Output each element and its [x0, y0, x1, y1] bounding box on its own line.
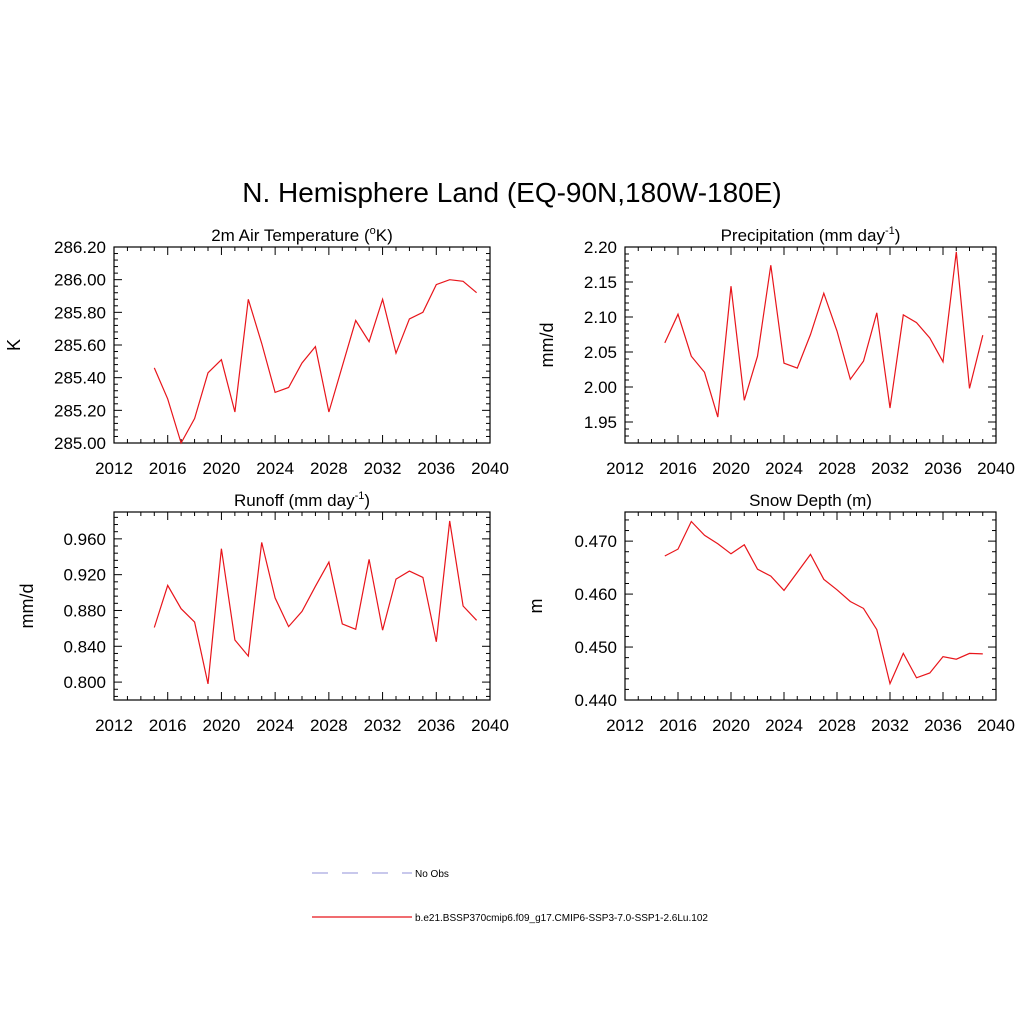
x-tick-label: 2028	[310, 459, 348, 478]
y-tick-label: 285.80	[54, 303, 106, 322]
series-line-snow-depth	[664, 520, 983, 686]
x-tick-label: 2020	[203, 459, 241, 478]
x-tick-label: 2016	[149, 716, 187, 735]
plot-frame	[113, 246, 491, 444]
series-line-runoff	[153, 520, 478, 685]
x-tick-label: 2040	[471, 459, 509, 478]
y-tick-label: 286.00	[54, 271, 106, 290]
x-tick-label: 2028	[310, 716, 348, 735]
plot-frame	[113, 511, 491, 701]
x-tick-label: 2024	[256, 459, 294, 478]
y-axis-label: K	[4, 339, 24, 351]
subplot-title: Runoff (mm day-1)	[234, 490, 370, 510]
x-tick-label: 2012	[606, 459, 644, 478]
y-tick-label: 286.20	[54, 238, 106, 257]
legend-label-no-obs: No Obs	[415, 869, 449, 880]
series-line-air-temperature	[153, 279, 477, 445]
y-tick-label: 0.460	[574, 585, 617, 604]
y-tick-label: 0.440	[574, 691, 617, 710]
y-tick-label: 2.00	[584, 378, 617, 397]
x-tick-label: 2024	[765, 716, 803, 735]
y-tick-label: 285.20	[54, 401, 106, 420]
x-tick-label: 2036	[924, 459, 962, 478]
x-tick-label: 2032	[871, 716, 909, 735]
x-tick-label: 2036	[417, 459, 455, 478]
x-tick-label: 2032	[364, 459, 402, 478]
y-tick-label: 285.60	[54, 336, 106, 355]
y-axis-label: mm/d	[17, 584, 37, 629]
x-tick-label: 2024	[765, 459, 803, 478]
y-tick-label: 0.960	[63, 530, 106, 549]
y-tick-label: 2.05	[584, 343, 617, 362]
x-tick-label: 2020	[203, 716, 241, 735]
y-tick-label: 0.470	[574, 532, 617, 551]
x-tick-label: 2036	[417, 716, 455, 735]
y-tick-label: 0.800	[63, 673, 106, 692]
y-tick-label: 0.880	[63, 601, 106, 620]
x-tick-label: 2020	[712, 459, 750, 478]
plot-frame	[624, 511, 997, 701]
x-tick-label: 2036	[924, 716, 962, 735]
x-tick-label: 2016	[659, 459, 697, 478]
y-tick-label: 0.920	[63, 566, 106, 585]
x-tick-label: 2016	[149, 459, 187, 478]
x-tick-label: 2032	[364, 716, 402, 735]
y-axis-label: m	[526, 599, 546, 614]
x-tick-label: 2032	[871, 459, 909, 478]
x-tick-label: 2040	[977, 459, 1015, 478]
x-tick-label: 2020	[712, 716, 750, 735]
legend-label-model: b.e21.BSSP370cmip6.f09_g17.CMIP6-SSP3-7.…	[415, 913, 708, 924]
x-tick-label: 2040	[471, 716, 509, 735]
y-tick-label: 285.00	[54, 434, 106, 453]
y-tick-label: 2.10	[584, 308, 617, 327]
y-tick-label: 0.450	[574, 638, 617, 657]
y-tick-label: 285.40	[54, 369, 106, 388]
x-tick-label: 2028	[818, 716, 856, 735]
plot-frame	[624, 246, 997, 444]
x-tick-label: 2012	[95, 459, 133, 478]
x-tick-label: 2012	[606, 716, 644, 735]
y-tick-label: 0.840	[63, 637, 106, 656]
panel-precipitation: 2012 2016 2020 2024 2028 2032 2036 2040 1.95 2.00…	[537, 225, 1015, 478]
panel-air-temperature: 2012 2016 2020 2024 2028 2032 2036 2040 285.00 28…	[4, 225, 509, 478]
y-tick-label: 2.20	[584, 238, 617, 257]
y-tick-label: 1.95	[584, 413, 617, 432]
chart-panels: 2012 2016 2020 2024 2028 2032 2036 2040 285.00 28…	[4, 225, 1015, 735]
x-tick-label: 2016	[659, 716, 697, 735]
subplot-title: Precipitation (mm day-1)	[721, 225, 901, 245]
legend: No Obs b.e21.BSSP370cmip6.f09_g17.CMIP6-…	[312, 869, 708, 924]
series-line-precipitation	[664, 251, 984, 418]
x-tick-label: 2024	[256, 716, 294, 735]
subplot-title: Snow Depth (m)	[749, 491, 872, 510]
subplot-title: 2m Air Temperature (oK)	[211, 225, 393, 245]
x-tick-label: 2040	[977, 716, 1015, 735]
panel-snow-depth: 2012 2016 2020 2024 2028 2032 2036 2040 0.440 0.4…	[526, 491, 1015, 735]
x-tick-label: 2012	[95, 716, 133, 735]
x-tick-label: 2028	[818, 459, 856, 478]
figure-title: N. Hemisphere Land (EQ-90N,180W-180E)	[242, 177, 782, 208]
y-axis-label: mm/d	[537, 323, 557, 368]
panel-runoff: 2012 2016 2020 2024 2028 2032 2036 2040 0.800 0.8…	[17, 490, 509, 735]
y-tick-label: 2.15	[584, 273, 617, 292]
